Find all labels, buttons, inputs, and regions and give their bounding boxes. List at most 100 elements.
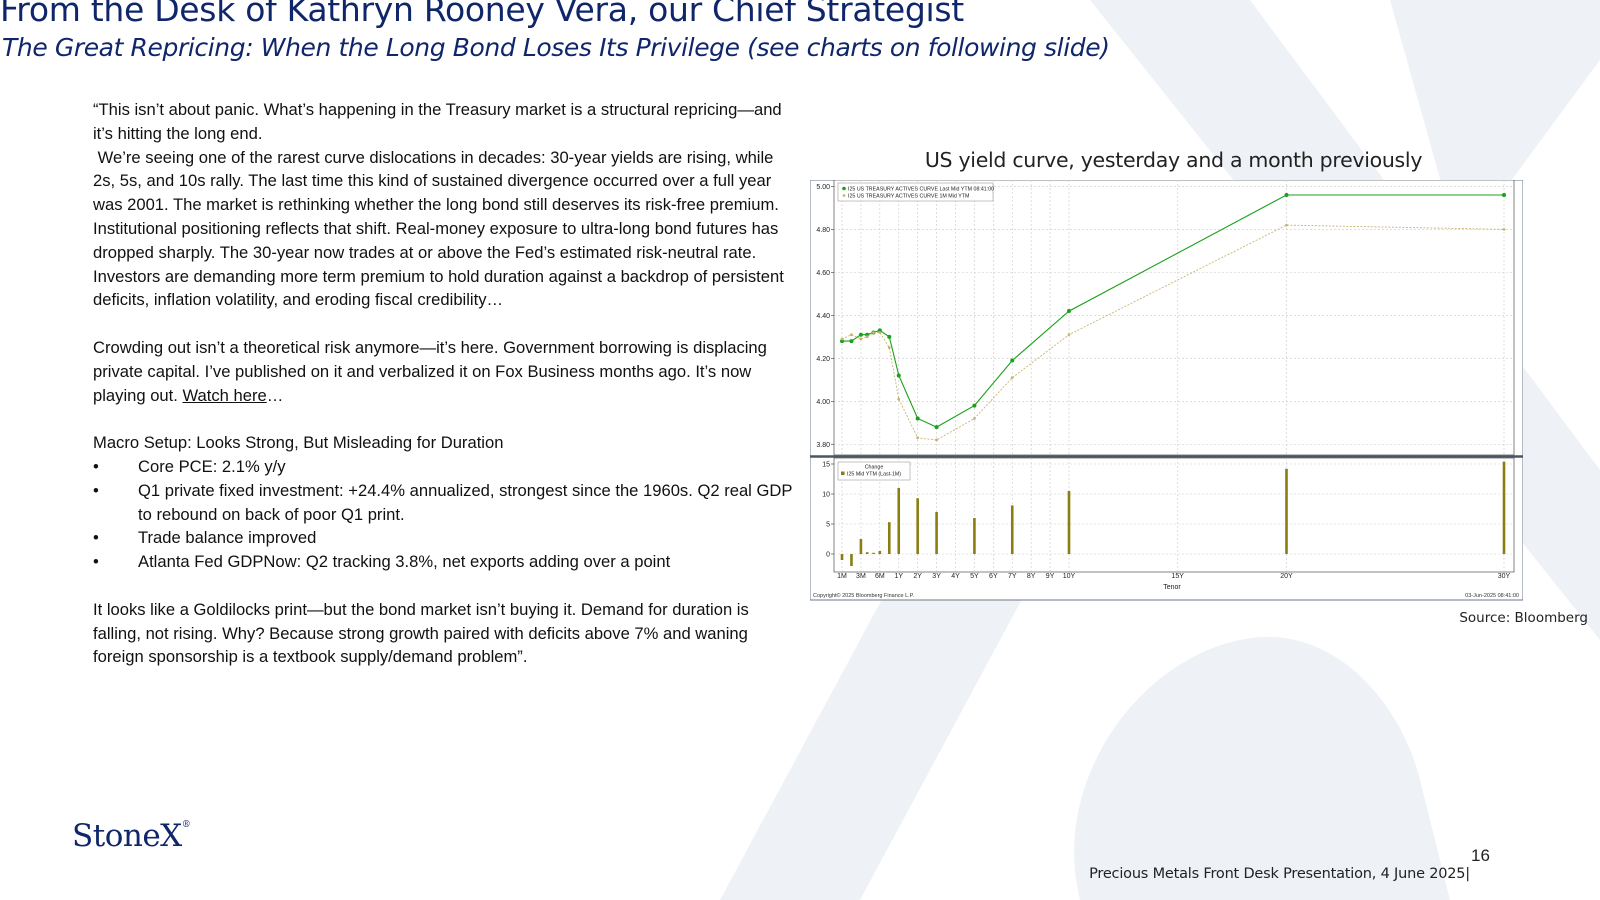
series-point-1m <box>897 397 901 401</box>
x-tick-label: 9Y <box>1046 573 1055 580</box>
change-bar <box>1502 461 1506 554</box>
x-tick-label: 10Y <box>1063 573 1076 580</box>
bullet-item: Core PCE: 2.1% y/y <box>93 455 793 479</box>
change-bar <box>859 539 863 554</box>
legend-label-last: I25 US TREASURY ACTIVES CURVE Last Mid Y… <box>848 187 994 193</box>
series-point-last <box>915 416 920 421</box>
series-point-last <box>1502 193 1506 198</box>
x-tick-label: 15Y <box>1172 573 1185 580</box>
change-bar <box>878 551 882 554</box>
series-point-1m <box>878 331 882 334</box>
change-bar <box>1010 505 1014 554</box>
page-subtitle: The Great Repricing: When the Long Bond … <box>2 33 1110 62</box>
bullet-item: Atlanta Fed GDPNow: Q2 tracking 3.8%, ne… <box>93 550 793 574</box>
macro-bullet-list: Core PCE: 2.1% y/y Q1 private fixed inve… <box>93 455 793 574</box>
series-point-1m <box>973 417 976 420</box>
legend-marker-change <box>841 471 845 475</box>
macro-heading: Macro Setup: Looks Strong, But Misleadin… <box>93 433 504 453</box>
series-point-1m <box>840 337 844 341</box>
series-point-last <box>896 373 901 378</box>
series-point-1m <box>1502 228 1506 231</box>
paragraph-intro: “This isn’t about panic. What’s happenin… <box>93 100 782 143</box>
paragraph-crowding: Crowding out isn’t a theoretical risk an… <box>93 336 793 407</box>
bullet-item: Q1 private fixed investment: +24.4% annu… <box>93 479 793 527</box>
bottom-legend-box <box>837 461 911 481</box>
series-point-last <box>887 334 892 339</box>
series-point-last <box>1284 193 1289 198</box>
y-tick-label-bottom: 10 <box>822 492 830 499</box>
x-tick-label: 6M <box>875 573 885 580</box>
series-point-1m <box>916 436 920 440</box>
change-bar <box>865 552 869 554</box>
series-point-1m <box>859 337 863 341</box>
paragraph-conclusion: It looks like a Goldilocks print—but the… <box>93 599 749 667</box>
chart-copyright: Copyright© 2025 Bloomberg Finance L.P. <box>813 592 915 599</box>
bottom-plot-area <box>833 457 1515 573</box>
paragraph-positioning: Institutional positioning reflects that … <box>93 218 784 310</box>
y-tick-label-top: 4.20 <box>816 356 830 363</box>
series-point-last <box>1067 309 1071 314</box>
series-point-last <box>849 339 854 344</box>
y-tick-label-top: 5.00 <box>816 184 830 191</box>
y-tick-label-top: 3.80 <box>816 442 830 449</box>
crowding-text: Crowding out isn’t a theoretical risk an… <box>93 337 767 405</box>
x-axis-label: Tenor <box>1163 584 1181 591</box>
bullet-item: Trade balance improved <box>93 526 793 550</box>
y-tick-label-top: 4.60 <box>816 270 830 277</box>
x-tick-label: 6Y <box>989 573 998 580</box>
series-point-1m <box>850 333 853 337</box>
series-point-1m <box>1285 223 1288 227</box>
y-tick-label-bottom: 15 <box>822 462 830 469</box>
series-point-1m <box>1010 376 1014 380</box>
x-tick-label: 30Y <box>1498 573 1511 580</box>
x-tick-label: 8Y <box>1027 573 1036 580</box>
logo-text: StoneX <box>72 818 182 854</box>
series-point-1m <box>887 346 891 349</box>
x-tick-label: 1M <box>837 573 847 580</box>
change-bar <box>916 498 919 554</box>
top-legend-box <box>837 182 994 202</box>
watch-here-link[interactable]: Watch here <box>182 385 267 405</box>
change-bar <box>850 554 853 566</box>
crowding-tail: … <box>266 385 284 405</box>
legend-marker-1m <box>842 194 846 197</box>
change-bar <box>872 552 875 554</box>
series-point-last <box>934 425 939 430</box>
legend-title-change: Change <box>865 465 884 471</box>
series-point-last <box>858 332 863 337</box>
footer-text: Precious Metals Front Desk Presentation,… <box>1089 866 1470 882</box>
change-bar <box>973 518 976 554</box>
legend-marker-last <box>842 186 846 191</box>
series-point-last <box>840 339 844 344</box>
x-tick-label: 5Y <box>970 573 979 580</box>
series-point-1m <box>872 331 875 334</box>
series-point-1m <box>865 335 869 339</box>
legend-label-change: I25 Mid YTM (Last-1M) <box>847 472 901 478</box>
yield-curve-chart: 1M 3M 6M 1Y 2Y 3Y 4Y 5Y 6Y 7Y 8Y 9Y 10Y 15Y 20Y 30Y Teno… <box>809 179 1524 610</box>
series-point-1m <box>1067 333 1071 337</box>
x-tick-label: 7Y <box>1008 573 1017 580</box>
series-point-last <box>877 328 882 333</box>
chart-title: US yield curve, yesterday and a month pr… <box>924 148 1423 172</box>
registered-mark: ® <box>181 820 191 830</box>
y-tick-label-top: 4.00 <box>816 399 830 406</box>
change-bar <box>887 522 891 554</box>
y-tick-label-top: 4.80 <box>816 227 830 234</box>
change-bar <box>1285 468 1288 554</box>
top-plot-area <box>833 179 1515 456</box>
x-tick-label: 4Y <box>951 573 960 580</box>
page-number: 16 <box>1471 846 1490 865</box>
x-tick-label: 3Y <box>932 573 941 580</box>
x-tick-label: 1Y <box>894 573 903 580</box>
paragraph-curve: We’re seeing one of the rarest curve dis… <box>93 147 779 215</box>
change-bar <box>935 512 938 554</box>
series-point-last <box>1010 358 1015 363</box>
legend-label-1m: I25 US TREASURY ACTIVES CURVE 1M Mid YTM <box>848 194 969 200</box>
x-tick-label: 20Y <box>1280 573 1293 580</box>
series-line-1m <box>841 224 1505 441</box>
yield-curve-chart-svg: 1M 3M 6M 1Y 2Y 3Y 4Y 5Y 6Y 7Y 8Y 9Y 10Y 15Y 20Y 30Y Teno… <box>809 179 1524 601</box>
page-title: From the Desk of Kathryn Rooney Vera, ou… <box>0 0 964 29</box>
x-tick-label: 2Y <box>913 573 922 580</box>
change-bar <box>840 554 844 560</box>
chart-timestamp: 03-Jun-2025 08:41:00 <box>1465 593 1519 599</box>
